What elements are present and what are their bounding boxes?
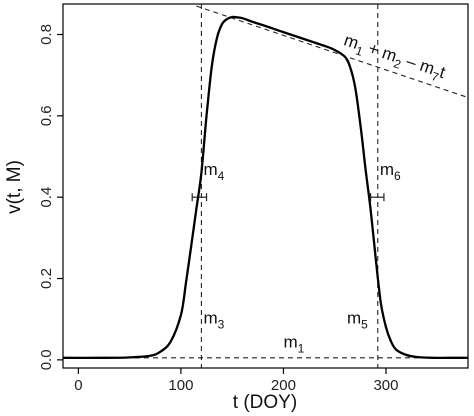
y-tick-label: 0.8 xyxy=(38,24,55,45)
plot-frame xyxy=(62,3,469,369)
x-tick-label: 300 xyxy=(373,377,398,394)
y-tick-label: 0.6 xyxy=(38,105,55,126)
slope-label: m1 + m2 – m7t xyxy=(340,30,448,86)
annotation-m6: m6 xyxy=(380,160,401,183)
y-tick-label: 0.2 xyxy=(38,268,55,289)
x-tick-label: 100 xyxy=(168,377,193,394)
x-axis-title: t (DOY) xyxy=(233,392,297,413)
reference-line-slope xyxy=(196,5,469,99)
x-axis: 0 100 200 300 xyxy=(74,368,398,394)
y-axis: 0.0 0.2 0.4 0.6 0.8 xyxy=(38,24,63,370)
series-line xyxy=(62,15,468,360)
y-tick-label: 0.4 xyxy=(38,187,55,208)
x-tick-label: 0 xyxy=(74,377,82,394)
x-tick-label: 200 xyxy=(271,377,296,394)
annotations: m1 m3 m4 m5 m6 m1 + m2 – m7t xyxy=(203,30,448,355)
plot-area xyxy=(62,3,469,369)
error-bars xyxy=(191,193,385,202)
annotation-m3: m3 xyxy=(203,308,224,331)
y-axis-title: v(t, M) xyxy=(4,160,25,214)
annotation-m5: m5 xyxy=(347,308,368,331)
annotation-m4: m4 xyxy=(203,160,224,183)
y-tick-label: 0.0 xyxy=(38,349,55,370)
annotation-m1: m1 xyxy=(283,333,304,356)
